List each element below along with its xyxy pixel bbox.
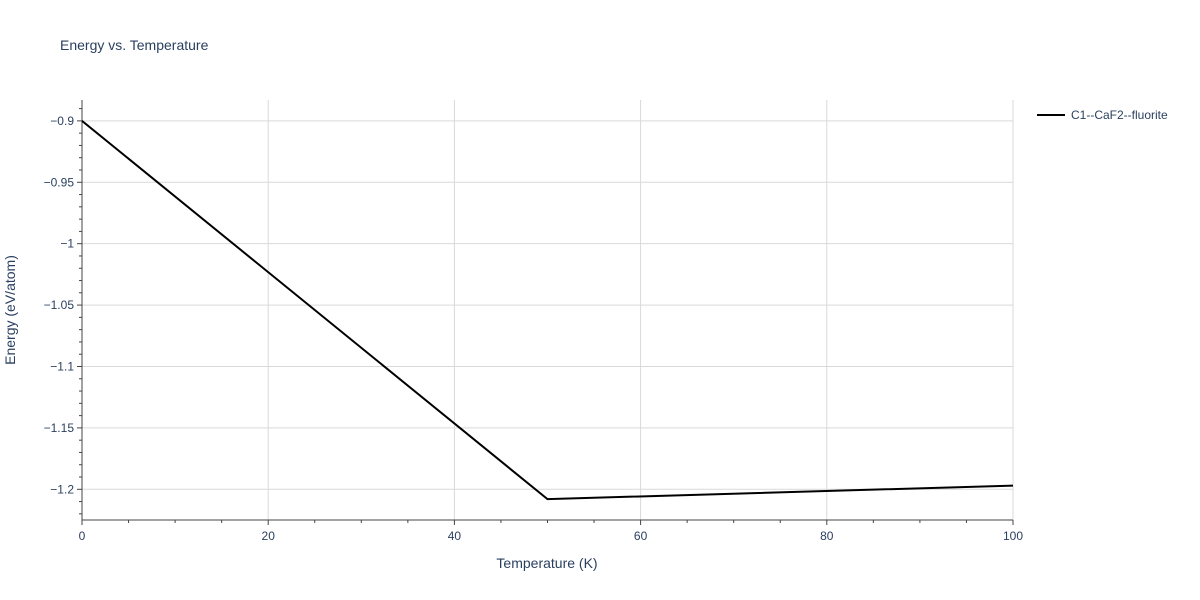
legend[interactable]: C1--CaF2--fluorite <box>1037 108 1168 122</box>
x-tick-label: 80 <box>820 529 834 543</box>
series-lines <box>81 120 1014 501</box>
y-tick-label: −0.9 <box>50 114 74 128</box>
legend-item-label[interactable]: C1--CaF2--fluorite <box>1071 108 1168 122</box>
x-axis-label: Temperature (K) <box>496 555 597 571</box>
y-tick-label: −1.05 <box>44 298 75 312</box>
axes <box>77 100 1014 525</box>
series-line <box>81 120 1014 501</box>
y-tick-label: −0.95 <box>44 175 75 189</box>
x-ticks: 0 20 40 60 80 100 <box>79 529 1024 543</box>
x-tick-label: 0 <box>79 529 86 543</box>
x-tick-label: 100 <box>1003 529 1023 543</box>
x-tick-label: 20 <box>262 529 276 543</box>
x-tick-label: 40 <box>448 529 462 543</box>
x-tick-label: 60 <box>634 529 648 543</box>
y-tick-label: −1 <box>60 237 74 251</box>
y-ticks: −0.9 −0.95 −1 −1.05 −1.1 −1.15 −1.2 <box>44 114 75 496</box>
y-gridlines <box>82 120 1013 490</box>
chart-title: Energy vs. Temperature <box>60 37 209 53</box>
y-axis-label: Energy (eV/atom) <box>2 255 18 365</box>
y-tick-label: −1.2 <box>50 482 74 496</box>
x-gridlines <box>267 100 1014 520</box>
y-tick-label: −1.15 <box>44 421 75 435</box>
y-tick-label: −1.1 <box>50 359 74 373</box>
